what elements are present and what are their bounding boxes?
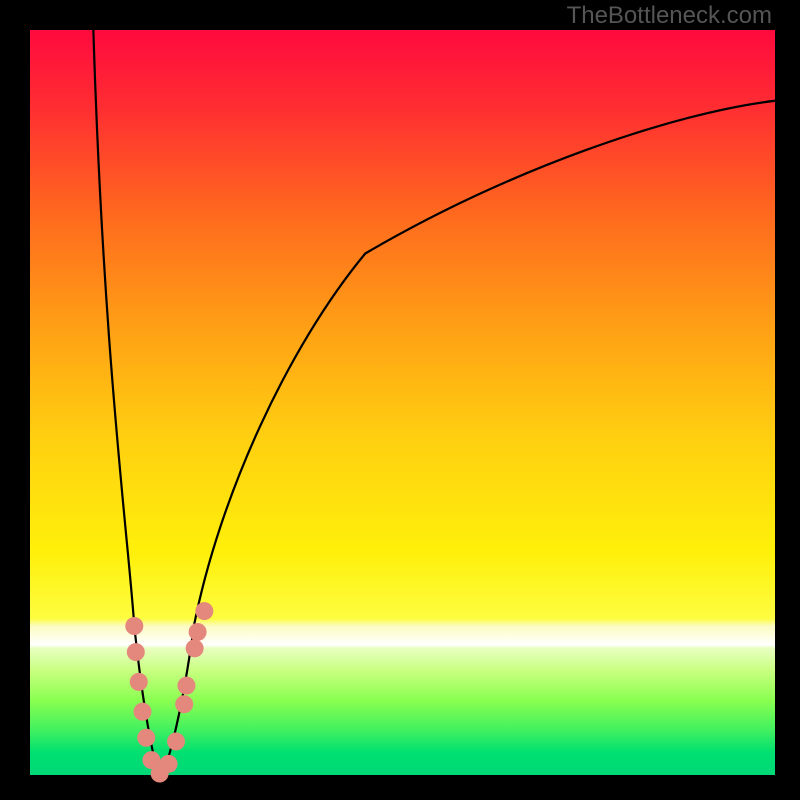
curve-path	[93, 30, 775, 774]
data-marker	[133, 703, 151, 721]
watermark-text: TheBottleneck.com	[567, 2, 772, 30]
data-marker	[195, 602, 213, 620]
data-markers	[125, 602, 213, 782]
bottleneck-curve	[30, 30, 775, 775]
data-marker	[175, 695, 193, 713]
data-marker	[127, 643, 145, 661]
data-marker	[189, 623, 207, 641]
plot-area	[30, 30, 775, 775]
data-marker	[125, 617, 143, 635]
data-marker	[160, 755, 178, 773]
data-marker	[177, 677, 195, 695]
data-marker	[167, 732, 185, 750]
data-marker	[130, 673, 148, 691]
data-marker	[186, 639, 204, 657]
data-marker	[137, 729, 155, 747]
chart-canvas: TheBottleneck.com	[0, 0, 800, 800]
